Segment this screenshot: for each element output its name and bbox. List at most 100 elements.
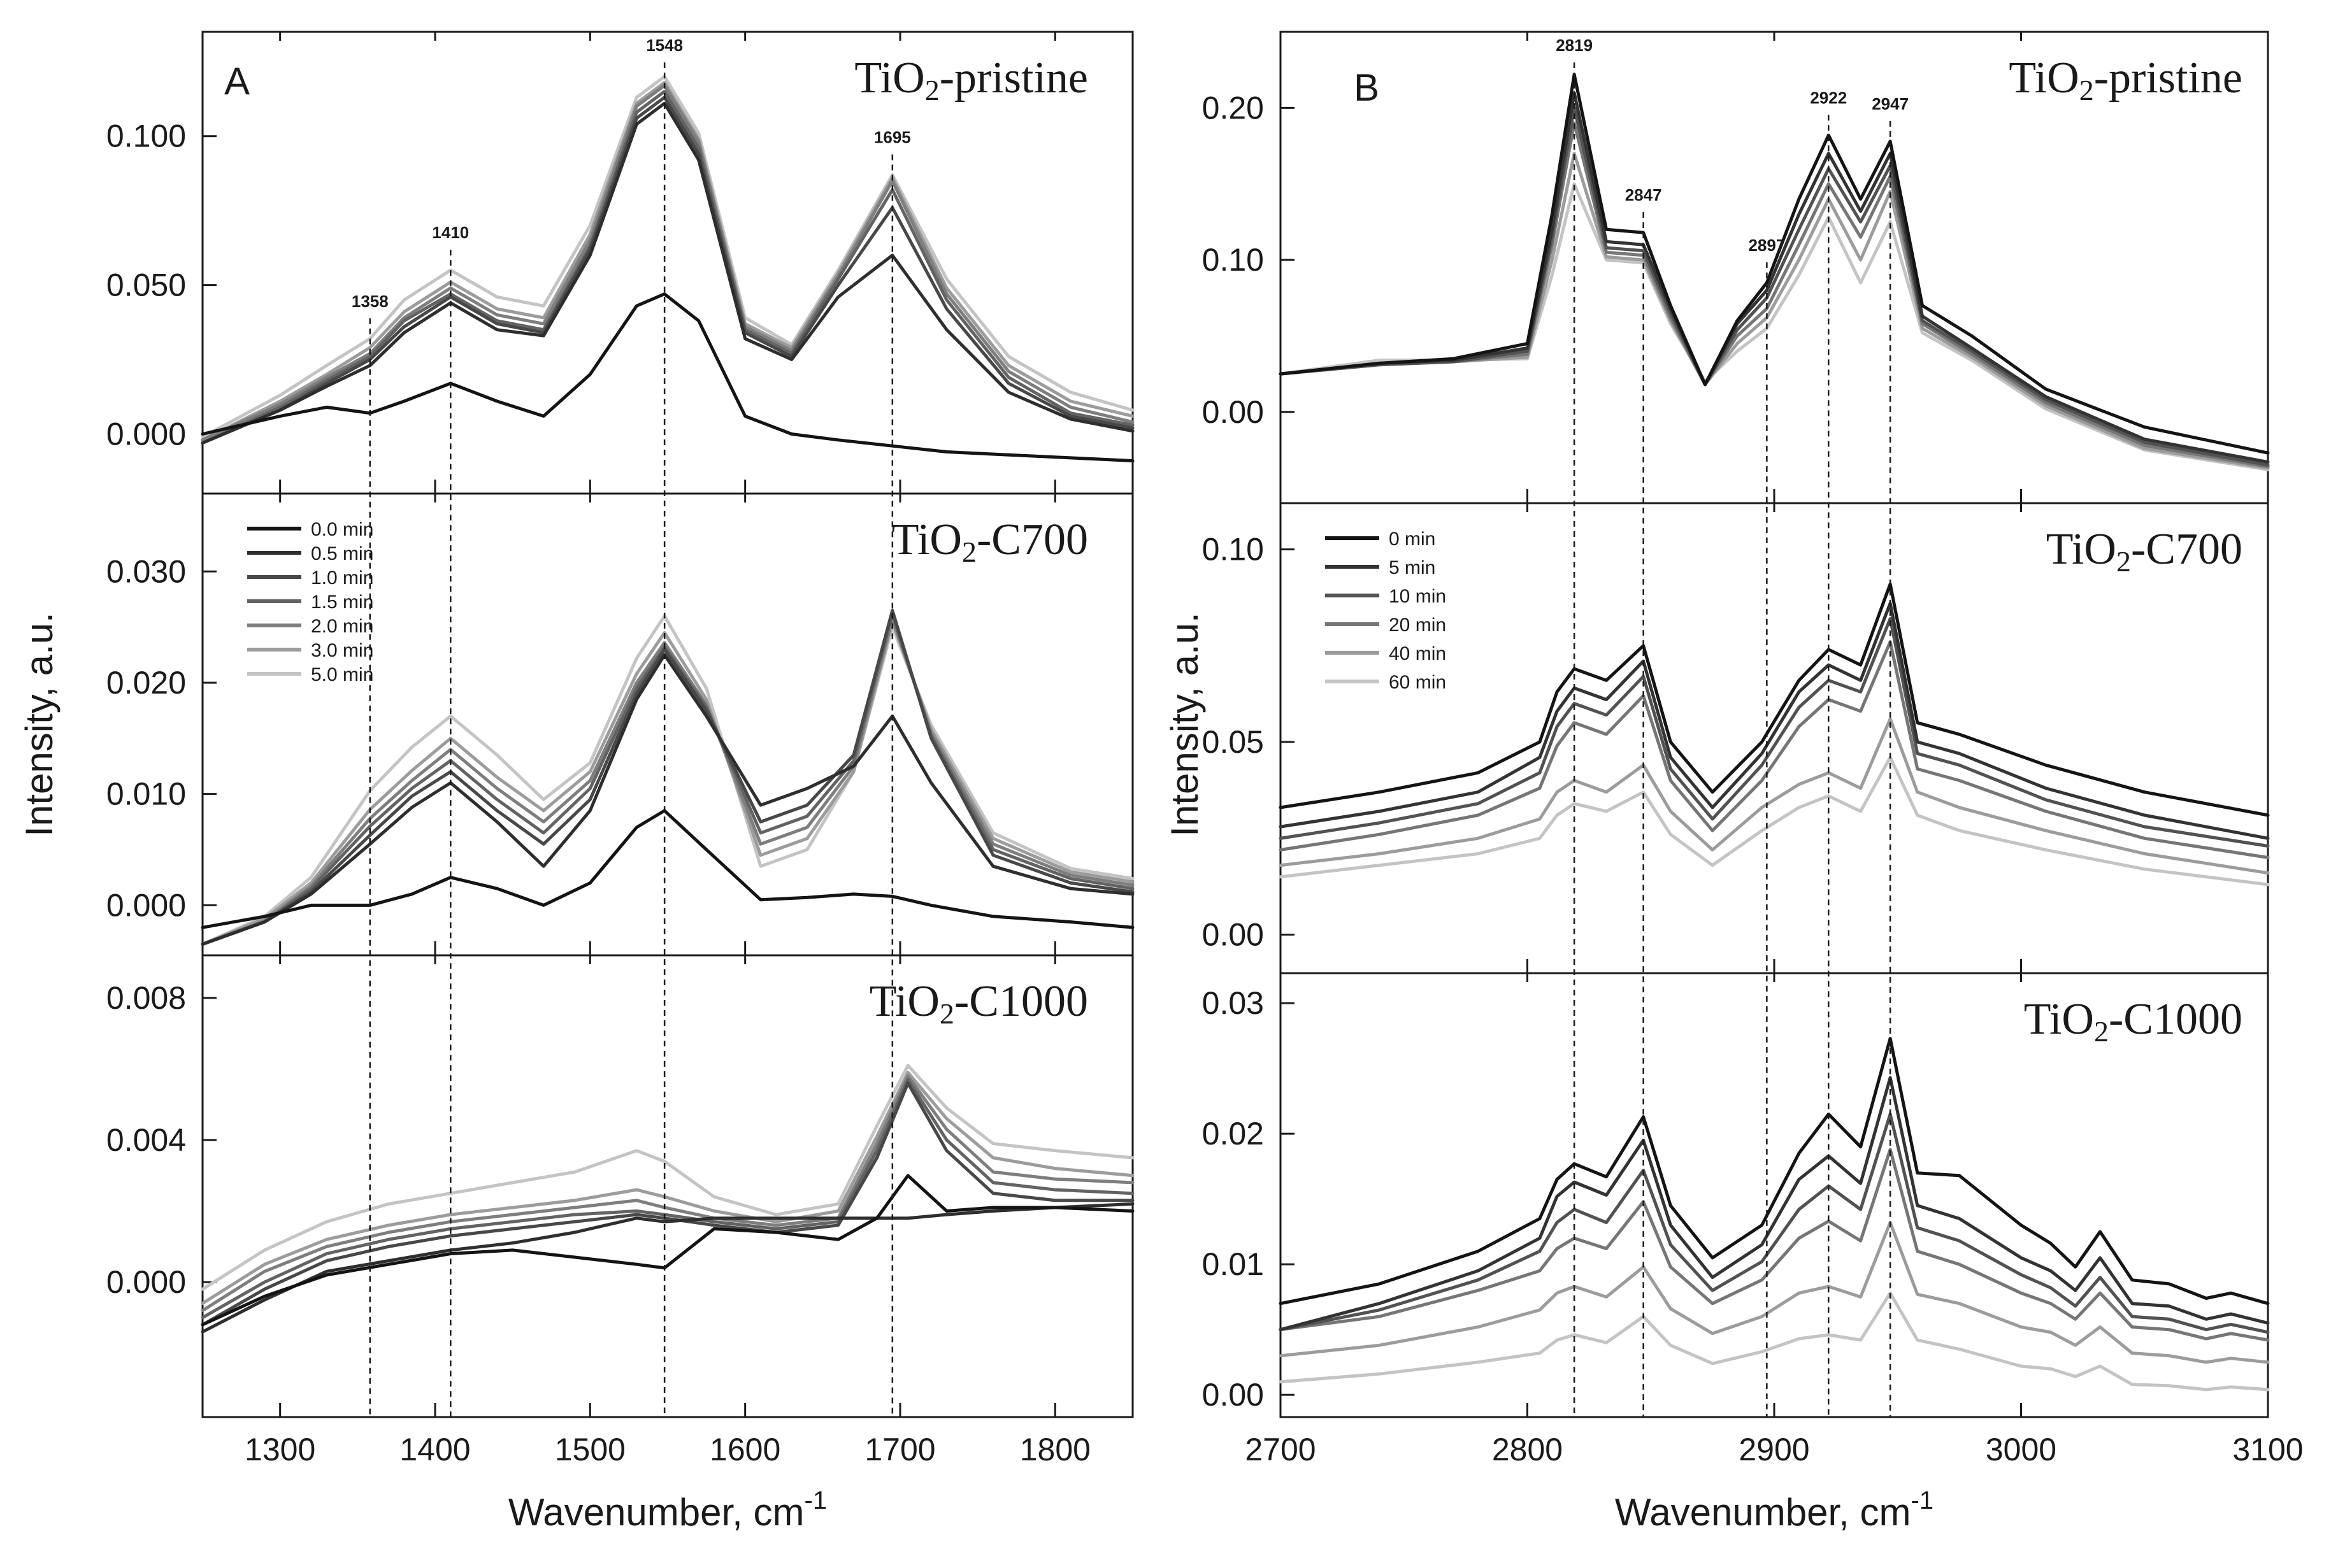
peak-label: 2922: [1810, 88, 1847, 107]
series-line-0-5-min: [201, 1202, 1135, 1334]
legend-label: 3.0 min: [311, 640, 373, 661]
x-axis-title: Wavenumber, cm-1: [508, 1486, 827, 1534]
series-line-1-5-min: [201, 90, 1135, 445]
subplot-B-1: 0.00 0.10 0.20 TiO2-pristine: [1202, 31, 2270, 504]
peak-label: 2947: [1872, 94, 1909, 113]
y-axis-title: Intensity, a.u.: [1163, 612, 1206, 836]
peak-label: 1358: [352, 292, 389, 311]
legend: 0 min 5 min 10 min 20 min 40 min 60 min: [1325, 529, 1446, 693]
x-tick-label: 2900: [1739, 1432, 1809, 1467]
legend-label: 10 min: [1389, 586, 1446, 607]
peak-label: 1695: [874, 128, 911, 147]
sample-title-rest: -C1000: [954, 977, 1088, 1026]
peak-label: 2819: [1556, 36, 1593, 55]
subplot-A-1: 0.000 0.050 0.100 TiO2-pristine: [106, 31, 1135, 495]
sample-title: TiO2-C700: [892, 515, 1088, 568]
sample-title-main: TiO: [892, 515, 962, 564]
x-tick-label: 2800: [1492, 1432, 1563, 1467]
sample-title: TiO2-C700: [2046, 525, 2242, 578]
panel-A: 0.0000.0500.100TiO2-pristine0.0000.0100.…: [18, 31, 1135, 1534]
series-line-40-min: [1279, 717, 2270, 875]
y-tick-label: 0.10: [1202, 532, 1264, 567]
series-line-5-min: [1279, 1076, 2270, 1332]
peak-label: 2897: [1748, 236, 1785, 255]
chart-root: 0.0000.0500.100TiO2-pristine0.0000.0100.…: [18, 31, 2304, 1534]
series-line-1-0-min: [201, 608, 1135, 946]
y-axis-title: Intensity, a.u.: [18, 612, 61, 836]
x-tick-label: 1800: [1020, 1432, 1091, 1467]
legend: 0.0 min 0.5 min 1.0 min 1.5 min 2.0 min 3.0 m…: [247, 519, 373, 685]
legend-label: 60 min: [1389, 672, 1446, 693]
legend-label: 40 min: [1389, 643, 1446, 664]
y-tick-label: 0.20: [1202, 90, 1264, 125]
legend-label: 5.0 min: [311, 664, 373, 685]
sample-title-rest: -pristine: [940, 53, 1088, 103]
x-tick-label: 1600: [710, 1432, 780, 1467]
series-line-3-0-min: [201, 81, 1135, 442]
series-line-5-min: [1279, 601, 2270, 840]
sample-title-rest: -C1000: [2109, 995, 2242, 1044]
x-tick-label: 3000: [1986, 1432, 2056, 1467]
series-line-1-0-min: [201, 1081, 1135, 1327]
sample-title-subscript: 2: [2116, 545, 2131, 578]
y-tick-label: 0.000: [106, 887, 186, 923]
y-tick-label: 0.05: [1202, 724, 1264, 760]
x-axis-title-superscript: -1: [805, 1486, 828, 1515]
sample-title-main: TiO: [2009, 53, 2079, 103]
peak-label: 2847: [1625, 185, 1662, 204]
subplot-frame: [201, 954, 1134, 1418]
series-line-0-5-min: [201, 101, 1135, 445]
series-line-0-min: [1279, 73, 2270, 455]
x-axis-title-superscript: -1: [1911, 1486, 1934, 1515]
y-tick-label: 0.010: [106, 776, 186, 812]
sample-title: TiO2-C1000: [870, 977, 1088, 1030]
y-tick-label: 0.030: [106, 553, 186, 589]
series-line-3-0-min: [201, 1071, 1135, 1305]
y-tick-label: 0.000: [106, 1264, 186, 1300]
legend-label: 0.0 min: [311, 519, 373, 540]
panel-letter: B: [1354, 66, 1379, 109]
y-tick-label: 0.050: [106, 267, 186, 303]
series-line-60-min: [1279, 755, 2270, 887]
legend-label: 2.0 min: [311, 616, 373, 637]
y-tick-label: 0.03: [1202, 985, 1264, 1021]
subplot-B-3: 0.00 0.01 0.02 0.03 TiO2-C1000: [1202, 972, 2270, 1418]
y-tick-label: 0.000: [106, 416, 186, 452]
sample-title-subscript: 2: [940, 997, 954, 1030]
y-tick-label: 0.020: [106, 665, 186, 701]
series-line-0-0-min: [201, 292, 1135, 462]
peak-label: 1410: [432, 223, 469, 242]
sample-title-rest: -C700: [2131, 525, 2242, 574]
legend-label: 20 min: [1389, 615, 1446, 636]
x-tick-label: 2700: [1245, 1432, 1316, 1467]
series-line-2-0-min: [201, 1074, 1135, 1313]
x-axis-title-text: Wavenumber, cm: [1615, 1491, 1911, 1534]
subplot-B-2: 0.00 0.05 0.10 TiO2-C700: [1202, 502, 2270, 974]
x-tick-label: 1500: [555, 1432, 626, 1467]
y-tick-label: 0.100: [106, 118, 186, 154]
series-line-2-0-min: [201, 83, 1135, 442]
sample-title-main: TiO: [870, 977, 940, 1026]
series-line-0-0-min: [201, 1174, 1135, 1327]
legend-label: 1.5 min: [311, 592, 373, 613]
x-axis-title-text: Wavenumber, cm: [508, 1491, 805, 1534]
legend-label: 1.0 min: [311, 567, 373, 588]
x-tick-label: 3100: [2232, 1432, 2303, 1467]
series-line-0-0-min: [201, 809, 1135, 929]
y-tick-label: 0.00: [1202, 394, 1264, 430]
legend-label: 0 min: [1389, 529, 1435, 550]
series-line-1-0-min: [201, 96, 1135, 445]
sample-title-main: TiO: [854, 53, 924, 103]
sample-title-main: TiO: [2024, 995, 2094, 1044]
sample-title-subscript: 2: [2094, 1015, 2109, 1048]
x-tick-label: 1700: [864, 1432, 935, 1467]
series-line-20-min: [1279, 640, 2270, 859]
legend-label: 5 min: [1389, 557, 1435, 578]
sample-title-subscript: 2: [962, 536, 977, 568]
x-tick-label: 1300: [245, 1432, 315, 1467]
subplot-A-2: 0.000 0.010 0.020 0.030 TiO2-C700: [106, 492, 1135, 957]
sample-title-rest: -C700: [977, 515, 1088, 564]
